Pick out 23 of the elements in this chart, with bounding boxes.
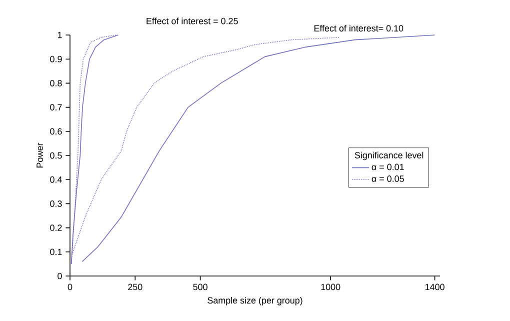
y-tick-label: 0.5 [50,152,62,159]
text: Effect of interest= 0.10 [314,24,404,32]
x-tick-label: 1000 [321,284,340,290]
y-tick-label: 0.6 [50,128,62,135]
y-tick-label: 0.3 [50,200,62,207]
y-tick-label: 0.8 [50,80,62,86]
x-tick-label: 1400 [426,284,444,290]
y-tick-label: 0.9 [50,56,62,62]
y-tick-label: 1 [58,32,62,38]
y-tick-label: 0.7 [50,104,62,110]
text: Effect of interest = 0.25 [146,18,238,24]
x-tick-label: 250 [128,284,142,290]
x-tick-label: 0 [68,284,72,290]
y-tick-label: 0.1 [50,248,62,256]
legend-label: α = 0.05 [372,176,404,182]
y-tick-label: 0.4 [50,176,62,183]
x-axis-title: Sample size (per group) [208,296,302,306]
y-axis-title: Power [36,142,43,168]
y-tick-label: 0 [58,272,62,280]
legend-title: Significance level [354,152,424,160]
legend-label: α = 0.01 [372,164,404,170]
x-tick-label: 500 [193,284,208,290]
y-tick-label: 0.2 [50,224,62,231]
